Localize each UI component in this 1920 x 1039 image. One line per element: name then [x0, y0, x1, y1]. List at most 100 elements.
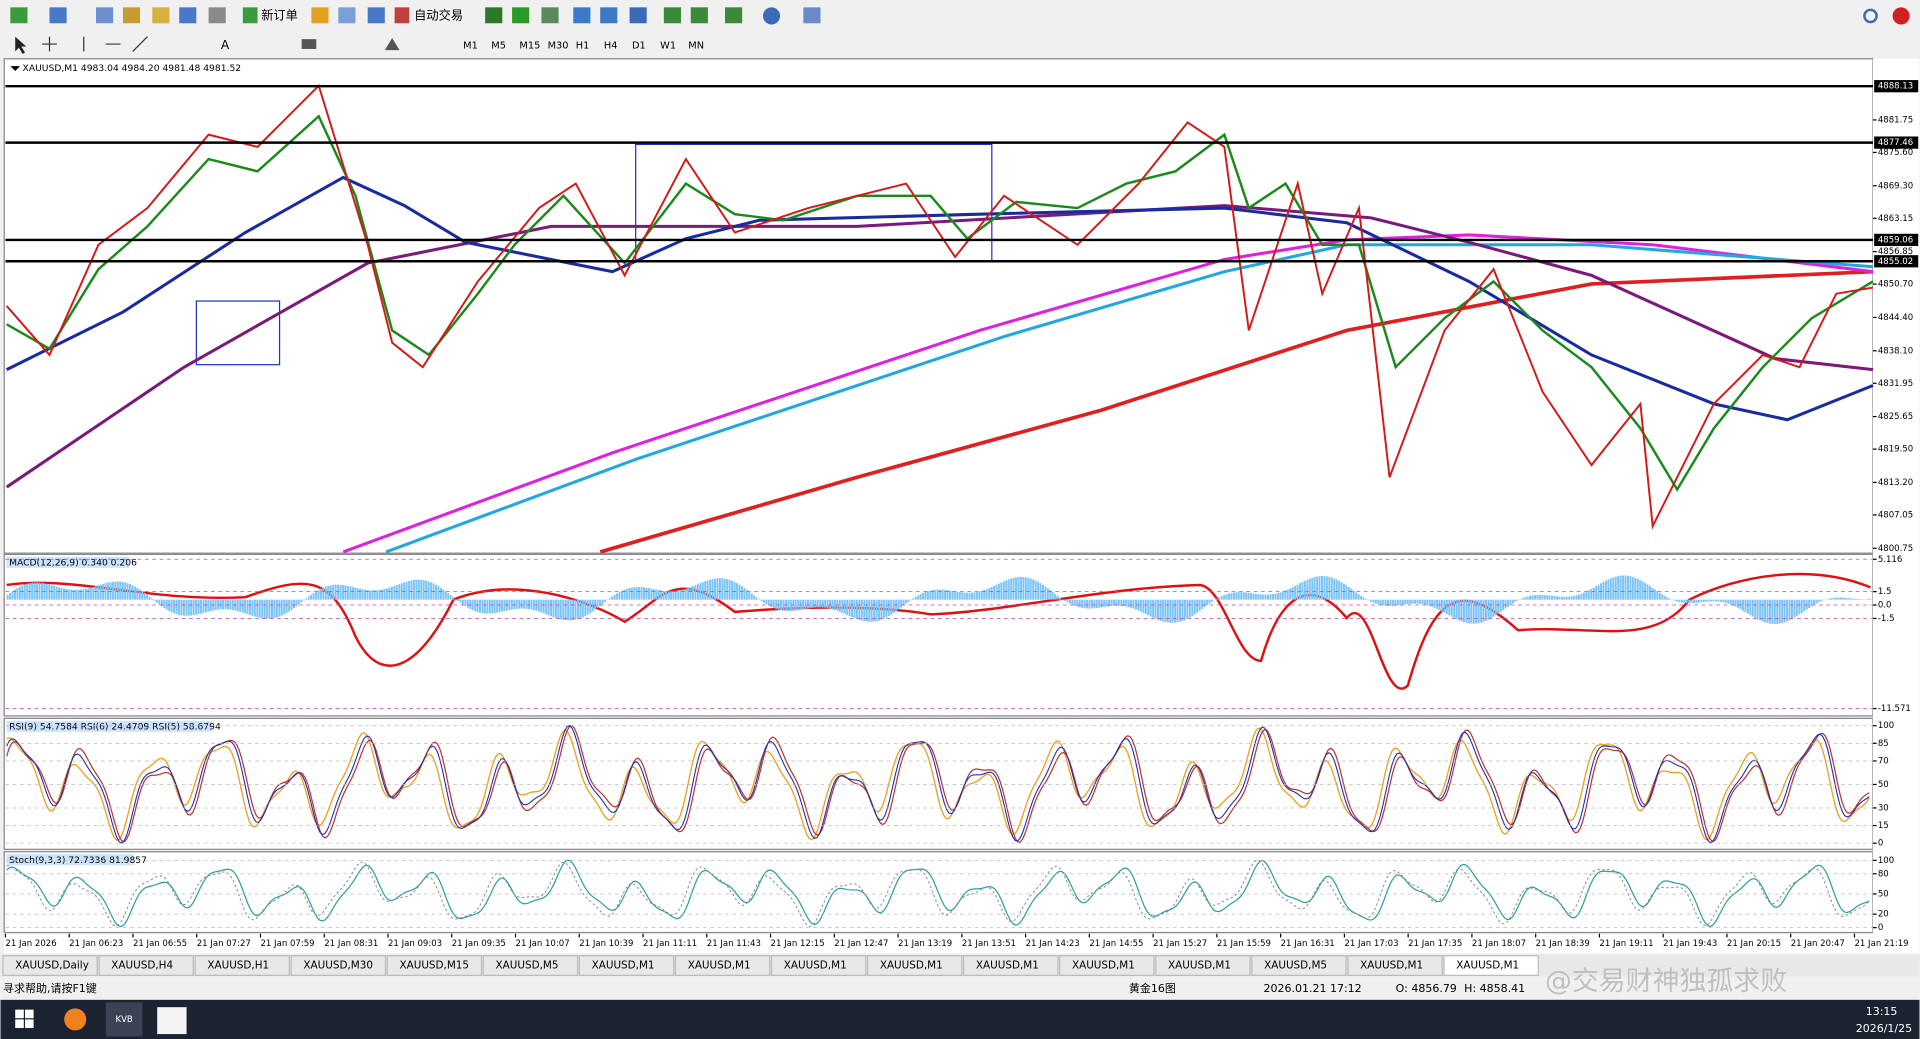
icon[interactable] [690, 7, 708, 24]
icon[interactable] [512, 7, 530, 24]
macd-histogram-bar [1215, 598, 1218, 600]
macd-histogram-bar [1431, 599, 1434, 607]
macd-histogram-bar [1416, 599, 1419, 604]
x-tick-label: 21 Jan 18:07 [1472, 939, 1526, 949]
macd-histogram-bar [1590, 588, 1593, 600]
macd-histogram-bar [762, 599, 765, 603]
macd-histogram-bar [170, 599, 173, 613]
chart-tab[interactable] [866, 955, 963, 976]
icon[interactable] [208, 7, 226, 24]
macd-histogram-bar [1497, 599, 1500, 614]
chart-tab[interactable] [770, 955, 867, 976]
chart-tab[interactable] [1251, 955, 1347, 976]
taskbar-app[interactable] [105, 1002, 143, 1037]
chart-tab[interactable] [386, 955, 483, 976]
macd-histogram-bar [229, 599, 232, 610]
macd-histogram-bar [1776, 599, 1779, 624]
icon[interactable] [573, 7, 591, 24]
macd-histogram-bar [655, 589, 658, 600]
macd-histogram-bar [368, 590, 371, 600]
icon[interactable] [629, 7, 647, 24]
arrow-tool[interactable] [384, 37, 400, 51]
macd-histogram-bar [36, 582, 38, 600]
icon[interactable] [541, 7, 559, 24]
rsi-panel[interactable] [3, 717, 1874, 850]
icon[interactable] [663, 7, 681, 24]
icon[interactable] [762, 7, 781, 25]
macd-histogram-bar [738, 584, 741, 600]
taskbar-app[interactable] [157, 1007, 187, 1035]
macd-histogram-bar [1754, 599, 1757, 619]
macd-histogram-bar [1017, 577, 1020, 600]
icon[interactable] [338, 7, 356, 24]
period-button[interactable]: H4 [604, 40, 618, 51]
icon[interactable] [394, 7, 410, 24]
period-button[interactable]: M30 [548, 40, 569, 51]
icon[interactable] [152, 7, 170, 24]
auto-trading-button[interactable]: 自动交易 [414, 7, 463, 22]
icon[interactable] [485, 7, 503, 24]
macd-histogram-bar [1494, 599, 1497, 616]
shape-tool[interactable] [301, 39, 317, 49]
chart-tab[interactable] [290, 955, 387, 976]
chart-tab[interactable] [98, 955, 194, 976]
search-icon[interactable] [1863, 8, 1878, 24]
period-button[interactable]: M1 [463, 40, 478, 51]
icon[interactable] [725, 7, 743, 24]
notification-icon[interactable] [1892, 7, 1910, 25]
macd-histogram-bar [77, 589, 80, 600]
period-button[interactable]: MN [688, 40, 704, 51]
period-button[interactable]: M5 [491, 40, 506, 51]
chart-tab[interactable] [674, 955, 771, 976]
macd-histogram-bar [1421, 599, 1424, 605]
start-button[interactable] [15, 1009, 34, 1028]
macd-histogram-bar [667, 591, 670, 600]
macd-histogram-bar [926, 591, 929, 600]
icon[interactable] [803, 7, 821, 24]
icon[interactable] [179, 7, 197, 24]
chart-tab[interactable] [1155, 955, 1251, 976]
macd-histogram-bar [116, 581, 119, 600]
macd-histogram-bar [1024, 577, 1027, 600]
main-chart-panel[interactable] [3, 58, 1874, 554]
icon[interactable] [96, 7, 114, 24]
macd-panel[interactable] [3, 553, 1874, 717]
chart-tab[interactable] [482, 955, 579, 976]
cursor-tool[interactable] [15, 36, 27, 54]
macd-histogram-bar [1759, 599, 1762, 621]
icon[interactable] [311, 7, 329, 24]
crosshair-tool[interactable] [42, 36, 57, 52]
line-tools[interactable] [83, 36, 148, 52]
icon[interactable] [367, 7, 385, 24]
text-tool[interactable]: A [221, 38, 230, 52]
macd-histogram-bar [1609, 578, 1612, 600]
macd-histogram-bar [1357, 594, 1360, 600]
macd-histogram-bar [1507, 599, 1509, 607]
macd-histogram-bar [1122, 599, 1125, 607]
icon[interactable] [10, 7, 28, 24]
macd-histogram-bar [1511, 599, 1514, 604]
icon[interactable] [242, 7, 258, 24]
chart-tab[interactable] [194, 955, 290, 976]
chart-tab[interactable] [2, 955, 98, 976]
icon[interactable] [122, 7, 141, 24]
icon[interactable] [49, 7, 67, 24]
period-button[interactable]: H1 [576, 40, 590, 51]
chart-tab[interactable] [578, 955, 675, 976]
chart-tab[interactable] [1443, 955, 1539, 976]
new-order-button[interactable]: 新订单 [261, 7, 298, 22]
macd-histogram-bar [714, 578, 716, 600]
period-button[interactable]: D1 [632, 40, 646, 51]
taskbar-app[interactable] [64, 1008, 87, 1031]
chart-tab[interactable] [1059, 955, 1155, 976]
macd-histogram-bar [383, 588, 386, 600]
chart-tab[interactable] [963, 955, 1059, 976]
icon[interactable] [600, 7, 618, 24]
macd-histogram-bar [1198, 599, 1201, 611]
period-button[interactable]: M15 [519, 40, 540, 51]
macd-histogram-bar [1010, 578, 1013, 600]
macd-histogram-bar [978, 591, 981, 600]
period-button[interactable]: W1 [660, 40, 676, 51]
chart-tab[interactable] [1347, 955, 1443, 976]
y-tick-label: 4807.05 [1878, 510, 1913, 520]
